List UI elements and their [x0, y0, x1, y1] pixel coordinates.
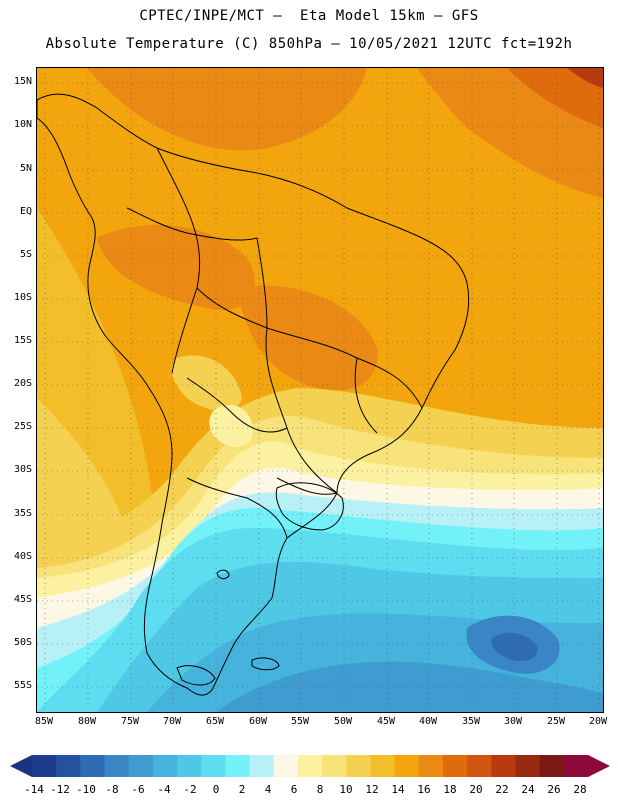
colorbar-label: -10 [76, 783, 96, 796]
colorbar-label: 2 [238, 783, 246, 796]
lon-label-50w: 50W [333, 716, 353, 727]
lon-label-65w: 65W [205, 716, 225, 727]
lon-label-40w: 40W [418, 716, 438, 727]
lon-label-30w: 30W [503, 716, 523, 727]
colorbar-label: 8 [316, 783, 324, 796]
colorbar-label: 22 [495, 783, 509, 796]
colorbar-cell [177, 755, 202, 777]
lat-label-25s: 25S [13, 421, 32, 432]
colorbar-cell [297, 755, 323, 777]
colorbar-cell [80, 755, 106, 777]
colorbar-cell [515, 755, 541, 777]
triangle-left-icon [10, 755, 32, 777]
colorbar-label: 20 [469, 783, 483, 796]
colorbar-cell [418, 755, 444, 777]
colorbar-cell [225, 755, 251, 777]
lat-label-15s: 15S [13, 335, 32, 346]
lat-label-eq: EQ [19, 206, 32, 217]
lon-label-70w: 70W [162, 716, 182, 727]
colorbar-cell [442, 755, 468, 777]
lat-label-30s: 30S [13, 464, 32, 475]
colorbar-label: 28 [573, 783, 587, 796]
colorbar-cell [128, 755, 154, 777]
colorbar-cell [201, 755, 226, 777]
colorbar-cell [539, 755, 565, 777]
lon-label-85w: 85W [34, 716, 54, 727]
colorbar-label: 6 [290, 783, 298, 796]
lat-label-5s: 5S [19, 249, 32, 260]
colorbar-cell [370, 755, 396, 777]
colorbar-cell [394, 755, 420, 777]
colorbar-cell [249, 755, 275, 777]
colorbar-label: 18 [443, 783, 457, 796]
lon-label-55w: 55W [290, 716, 310, 727]
lon-label-25w: 25W [546, 716, 566, 727]
colorbar-cell [56, 755, 81, 777]
colorbar-label: 24 [521, 783, 535, 796]
colorbar-label: 4 [264, 783, 272, 796]
colorbar-cell [273, 755, 299, 777]
colorbar-label: 26 [547, 783, 561, 796]
colorbar-cell [104, 755, 130, 777]
lon-label-80w: 80W [77, 716, 97, 727]
colorbar-cells [32, 755, 589, 777]
colorbar-label: -6 [131, 783, 145, 796]
colorbar-cell [491, 755, 516, 777]
lon-label-60w: 60W [248, 716, 268, 727]
colorbar [10, 755, 610, 777]
lon-label-35w: 35W [461, 716, 481, 727]
colorbar-label: -4 [157, 783, 171, 796]
lat-label-15n: 15N [13, 76, 32, 87]
lon-label-20w: 20W [588, 716, 608, 727]
colorbar-label: 14 [391, 783, 405, 796]
lat-label-5n: 5N [19, 163, 32, 174]
colorbar-label: -2 [183, 783, 197, 796]
triangle-right-icon [588, 755, 610, 777]
colorbar-label: -14 [24, 783, 44, 796]
colorbar-label: -12 [50, 783, 70, 796]
lat-label-10n: 10N [13, 119, 32, 130]
lat-label-50s: 50S [13, 637, 32, 648]
lat-label-45s: 45S [13, 594, 32, 605]
colorbar-cell [152, 755, 178, 777]
lat-label-40s: 40S [13, 551, 32, 562]
temperature-field [37, 68, 603, 712]
colorbar-cell [322, 755, 347, 777]
lon-label-75w: 75W [120, 716, 140, 727]
colorbar-cell [467, 755, 492, 777]
map-title-line1: CPTEC/INPE/MCT – Eta Model 15km – GFS [139, 8, 479, 24]
lat-label-35s: 35S [13, 508, 32, 519]
map-title-line2: Absolute Temperature (C) 850hPa – 10/05/… [45, 36, 573, 52]
colorbar-label: 10 [339, 783, 353, 796]
colorbar-label: 12 [365, 783, 379, 796]
colorbar-cell [563, 755, 589, 777]
colorbar-label: 0 [212, 783, 220, 796]
lon-label-45w: 45W [376, 716, 396, 727]
lat-label-55s: 55S [13, 680, 32, 691]
colorbar-cell [32, 755, 57, 777]
temperature-map [36, 67, 604, 713]
colorbar-cell [346, 755, 371, 777]
colorbar-label: 16 [417, 783, 431, 796]
lat-label-20s: 20S [13, 378, 32, 389]
colorbar-label: -8 [105, 783, 119, 796]
lat-label-10s: 10S [13, 292, 32, 303]
